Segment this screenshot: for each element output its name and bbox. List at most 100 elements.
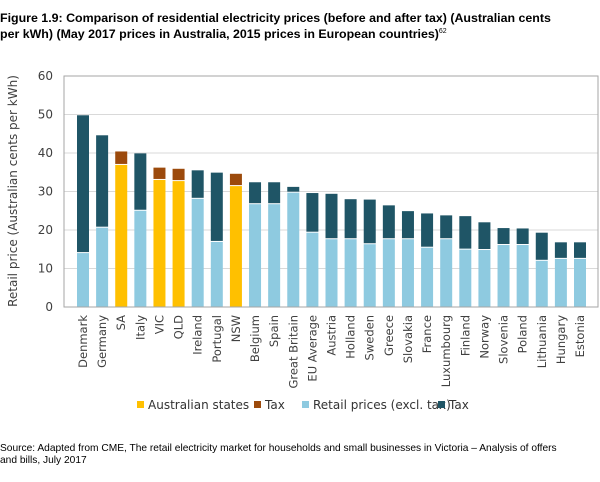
bar-retail-excl-tax: [497, 245, 510, 307]
bar-group: [172, 168, 185, 307]
bar-australian-state: [153, 179, 166, 307]
bar-retail-excl-tax: [268, 204, 281, 307]
bar-group: [516, 228, 529, 307]
y-tick-label: 0: [45, 300, 53, 314]
x-tick-label: Finland: [458, 315, 472, 356]
legend-item: Tax: [438, 398, 469, 412]
bar-australian-tax: [229, 173, 242, 186]
bar-retail-excl-tax: [77, 253, 89, 307]
axes: [63, 75, 599, 308]
y-tick-label: 30: [38, 185, 53, 199]
bar-retail-excl-tax: [574, 258, 586, 307]
bar-australian-tax: [153, 167, 166, 179]
bar-tax: [134, 153, 147, 210]
x-tick-label: Lithuania: [535, 315, 549, 368]
x-tick-label: EU Average: [305, 315, 319, 382]
legend-swatch: [254, 401, 261, 408]
bar-tax: [287, 186, 300, 192]
bar-australian-state: [115, 164, 128, 307]
bar-retail-excl-tax: [516, 245, 529, 307]
legend: Australian states Tax Retail prices (excl.…: [137, 398, 469, 412]
y-tick-label: 20: [38, 223, 53, 237]
bar-retail-excl-tax: [325, 239, 338, 307]
bar-group: [344, 199, 357, 307]
bar-tax: [249, 182, 262, 204]
x-tick-label: Germany: [95, 315, 109, 368]
bar-tax: [325, 193, 338, 239]
legend-swatch: [438, 401, 445, 408]
bar-group: [249, 182, 262, 307]
x-tick-label: VIC: [152, 315, 166, 334]
bar-group: [363, 199, 376, 307]
x-tick-label: Norway: [477, 315, 491, 359]
bar-group: [191, 170, 204, 307]
x-tick-label: Denmark: [76, 315, 90, 368]
x-tick-label: Portugal: [210, 315, 224, 363]
plot-frame: [63, 75, 599, 308]
bar-tax: [440, 215, 453, 239]
bar-retail-excl-tax: [554, 258, 567, 307]
bar-tax: [459, 216, 472, 249]
x-tick-label: Spain: [267, 315, 281, 347]
bar-group: [535, 232, 548, 307]
bar-tax: [306, 193, 319, 232]
bar-group: [478, 222, 491, 307]
legend-item: Retail prices (excl. tax): [302, 398, 451, 412]
legend-swatch: [302, 401, 309, 408]
bar-tax: [344, 199, 357, 239]
x-tick-labels: Denmark Germany SA Italy VIC QLD Ireland Portug…: [76, 315, 587, 389]
bar-group: [229, 173, 242, 307]
bar-retail-excl-tax: [401, 239, 414, 307]
bar-group: [96, 135, 109, 307]
bar-retail-excl-tax: [96, 227, 109, 307]
bar-retail-excl-tax: [440, 239, 453, 307]
bar-tax: [96, 135, 109, 227]
bar-retail-excl-tax: [535, 260, 548, 307]
bar-group: [382, 205, 395, 307]
x-tick-label: Ireland: [191, 315, 205, 355]
x-tick-label: NSW: [229, 315, 243, 342]
y-tick-label: 10: [38, 262, 53, 276]
bar-retail-excl-tax: [191, 198, 204, 307]
x-tick-label: Holland: [344, 315, 358, 359]
x-tick-label: Slovakia: [401, 315, 415, 363]
bar-group: [210, 172, 223, 307]
x-tick-label: Italy: [133, 315, 147, 340]
title-line-1: Figure 1.9: Comparison of residential el…: [0, 11, 551, 25]
bar-group: [287, 186, 300, 307]
legend-label: Tax: [448, 398, 469, 412]
y-tick-label: 40: [38, 146, 53, 160]
bar-tax: [363, 199, 376, 244]
bar-tax: [77, 115, 89, 253]
bar-retail-excl-tax: [344, 239, 357, 307]
legend-item: Australian states: [137, 398, 249, 412]
bar-tax: [574, 242, 586, 258]
bar-group: [574, 242, 586, 307]
bar-tax: [554, 242, 567, 258]
x-tick-label: Slovenia: [497, 315, 511, 364]
bar-australian-tax: [115, 151, 128, 164]
bar-group: [153, 167, 166, 307]
x-tick-label: Belgium: [248, 315, 262, 362]
y-tick-label: 60: [38, 69, 53, 83]
bar-australian-state: [172, 181, 185, 307]
bar-group: [401, 211, 414, 307]
bar-retail-excl-tax: [459, 249, 472, 307]
x-tick-label: SA: [114, 315, 128, 331]
bar-group: [497, 228, 510, 307]
source-line-1: Source: Adapted from CME, The retail ele…: [0, 443, 557, 454]
bar-tax: [535, 232, 548, 260]
bar-tax: [382, 205, 395, 239]
title-footnote: 62: [438, 28, 447, 35]
bar-retail-excl-tax: [421, 247, 434, 307]
bar-retail-excl-tax: [287, 192, 300, 307]
bar-retail-excl-tax: [382, 239, 395, 307]
figure-title: Figure 1.9: Comparison of residential el…: [0, 11, 600, 41]
bar-tax: [421, 213, 434, 247]
bar-retail-excl-tax: [134, 210, 147, 307]
bar-tax: [191, 170, 204, 198]
bars: [77, 115, 586, 307]
y-axis-title: Retail price (Australian cents per kWh): [6, 75, 20, 307]
bar-tax: [401, 211, 414, 239]
bar-group: [325, 193, 338, 307]
